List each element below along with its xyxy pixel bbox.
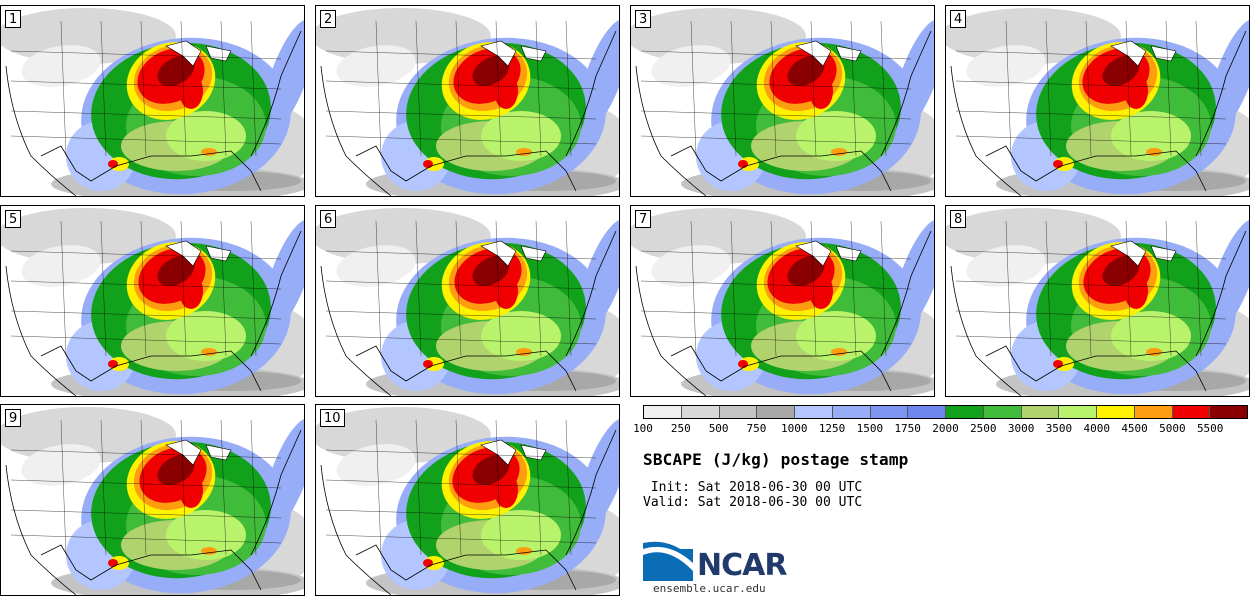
member-panel: 8 — [945, 205, 1250, 397]
valid-time: Valid: Sat 2018-06-30 00 UTC — [643, 495, 863, 510]
color-bar-segment — [1021, 406, 1060, 418]
color-bar-tick-label: 3000 — [1007, 422, 1035, 435]
ncar-logo-mark — [643, 541, 693, 581]
member-number-label: 3 — [635, 10, 652, 28]
member-panel: 5 — [0, 205, 305, 397]
member-number-label: 9 — [5, 409, 22, 427]
color-bar-segment — [908, 406, 946, 418]
sbcape-map — [1, 6, 304, 196]
member-number-label: 7 — [635, 210, 652, 228]
color-bar-segment — [832, 406, 871, 418]
sbcape-map — [946, 206, 1249, 396]
color-bar — [643, 405, 1248, 419]
map-title: SBCAPE (J/kg) postage stamp — [643, 450, 909, 469]
color-bar-segment — [1059, 406, 1097, 418]
color-bar-segment — [795, 406, 833, 418]
member-panel: 2 — [315, 5, 620, 197]
color-bar-tick-label: 4000 — [1083, 422, 1111, 435]
sbcape-map — [316, 6, 619, 196]
color-bar-segment — [644, 406, 682, 418]
color-bar-tick-label: 1250 — [818, 422, 846, 435]
sbcape-map — [316, 206, 619, 396]
member-panel: 9 — [0, 404, 305, 596]
color-bar-segment — [946, 406, 984, 418]
color-bar-tick-label: 4500 — [1121, 422, 1148, 435]
color-bar-tick-label: 250 — [670, 422, 691, 435]
color-bar-tick-label: 5500 — [1196, 422, 1224, 435]
member-panel: 10 — [315, 404, 620, 596]
color-bar-segment — [681, 406, 720, 418]
color-bar-tick-label: 500 — [708, 422, 729, 435]
sbcape-map — [631, 6, 934, 196]
member-number-label: 5 — [5, 210, 22, 228]
color-bar-segment — [1172, 406, 1211, 418]
logo-url: ensemble.ucar.edu — [653, 582, 766, 595]
color-bar-tick-label: 100 — [633, 422, 653, 435]
member-panel: 6 — [315, 205, 620, 397]
color-bar-segment — [757, 406, 795, 418]
color-bar-tick-label: 1750 — [894, 422, 921, 435]
init-time: Init: Sat 2018-06-30 00 UTC — [643, 480, 863, 495]
color-bar-tick-label: 1500 — [856, 422, 884, 435]
color-bar-tick-label: 2500 — [970, 422, 997, 435]
sbcape-map — [1, 206, 304, 396]
sbcape-map — [1, 405, 304, 595]
sbcape-map — [946, 6, 1249, 196]
color-bar-tick-label: 3500 — [1045, 422, 1073, 435]
color-bar-tick-label: 1000 — [781, 422, 808, 435]
color-bar-segment — [1210, 406, 1247, 418]
color-bar-tick-label: 750 — [746, 422, 767, 435]
color-bar-ticks: 100 250 500 750 1000 1250 1500 1750 2000 2500 3000… — [633, 422, 1248, 438]
member-number-label: 6 — [320, 210, 337, 228]
member-number-label: 10 — [320, 409, 345, 427]
sbcape-map — [631, 206, 934, 396]
color-bar-segment — [1134, 406, 1173, 418]
ncar-logo-text: NCAR — [697, 548, 787, 583]
member-number-label: 4 — [950, 10, 967, 28]
color-bar-segment — [719, 406, 758, 418]
color-bar-tick-label: 5000 — [1159, 422, 1186, 435]
member-number-label: 8 — [950, 210, 967, 228]
member-panel: 3 — [630, 5, 935, 197]
member-panel: 7 — [630, 205, 935, 397]
member-number-label: 1 — [5, 10, 22, 28]
color-bar-segment — [870, 406, 909, 418]
color-bar-segment — [1097, 406, 1135, 418]
color-bar-tick-label: 2000 — [932, 422, 959, 435]
member-panel: 1 — [0, 5, 305, 197]
member-number-label: 2 — [320, 10, 337, 28]
color-bar-segment — [983, 406, 1022, 418]
sbcape-map — [316, 405, 619, 595]
member-panel: 4 — [945, 5, 1250, 197]
